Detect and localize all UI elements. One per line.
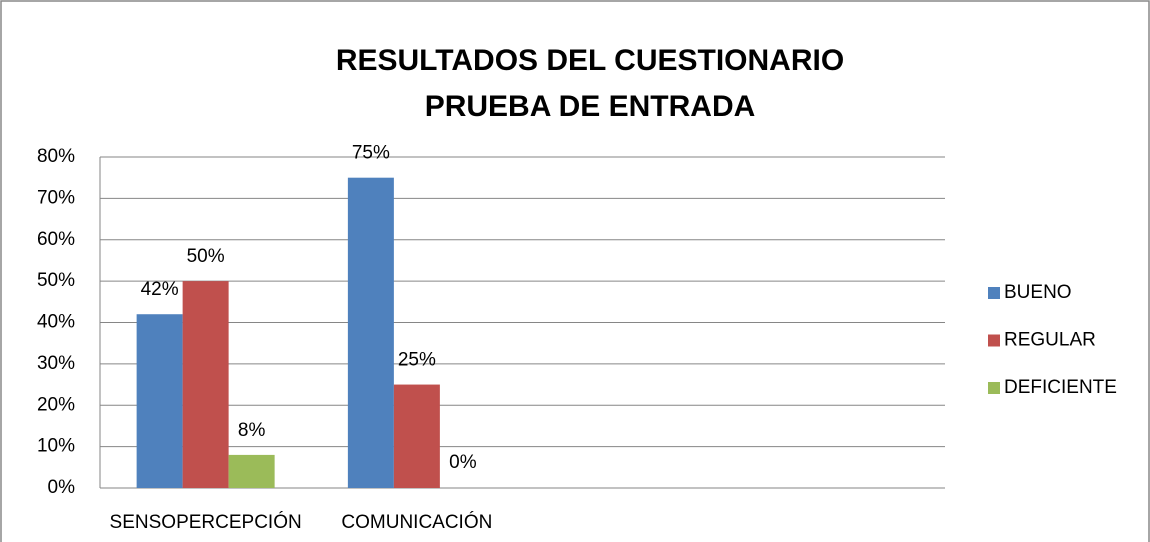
y-tick-label: 30% [37,353,75,374]
legend-label: BUENO [1004,282,1072,303]
bar [228,454,275,488]
y-tick-label: 80% [37,146,75,167]
chart-title: RESULTADOS DEL CUESTIONARIO [336,44,844,77]
y-tick-label: 70% [37,187,75,208]
x-tick-label: COMUNICACIÓN [341,511,492,533]
legend-label: DEFICIENTE [1004,377,1117,398]
data-label: 25% [398,350,436,371]
legend-swatch [988,287,1000,299]
legend-swatch [988,382,1000,394]
legend-label: REGULAR [1004,330,1096,351]
y-tick-label: 20% [37,394,75,415]
bar [136,314,183,488]
bar [347,177,394,488]
data-label: 0% [449,452,477,473]
bar [182,281,229,488]
data-label: 8% [238,420,266,441]
x-tick-label: SENSOPERCEPCIÓN [110,511,302,533]
y-tick-label: 0% [48,477,76,498]
bar [393,384,440,488]
y-tick-label: 50% [37,270,75,291]
y-tick-label: 40% [37,312,75,333]
data-label: 75% [352,143,390,164]
data-label: 50% [187,246,225,267]
legend-swatch [988,334,1000,347]
data-label: 42% [141,279,179,300]
y-tick-label: 60% [37,229,75,250]
chart-subtitle: PRUEBA DE ENTRADA [425,90,756,123]
y-tick-label: 10% [37,436,75,457]
